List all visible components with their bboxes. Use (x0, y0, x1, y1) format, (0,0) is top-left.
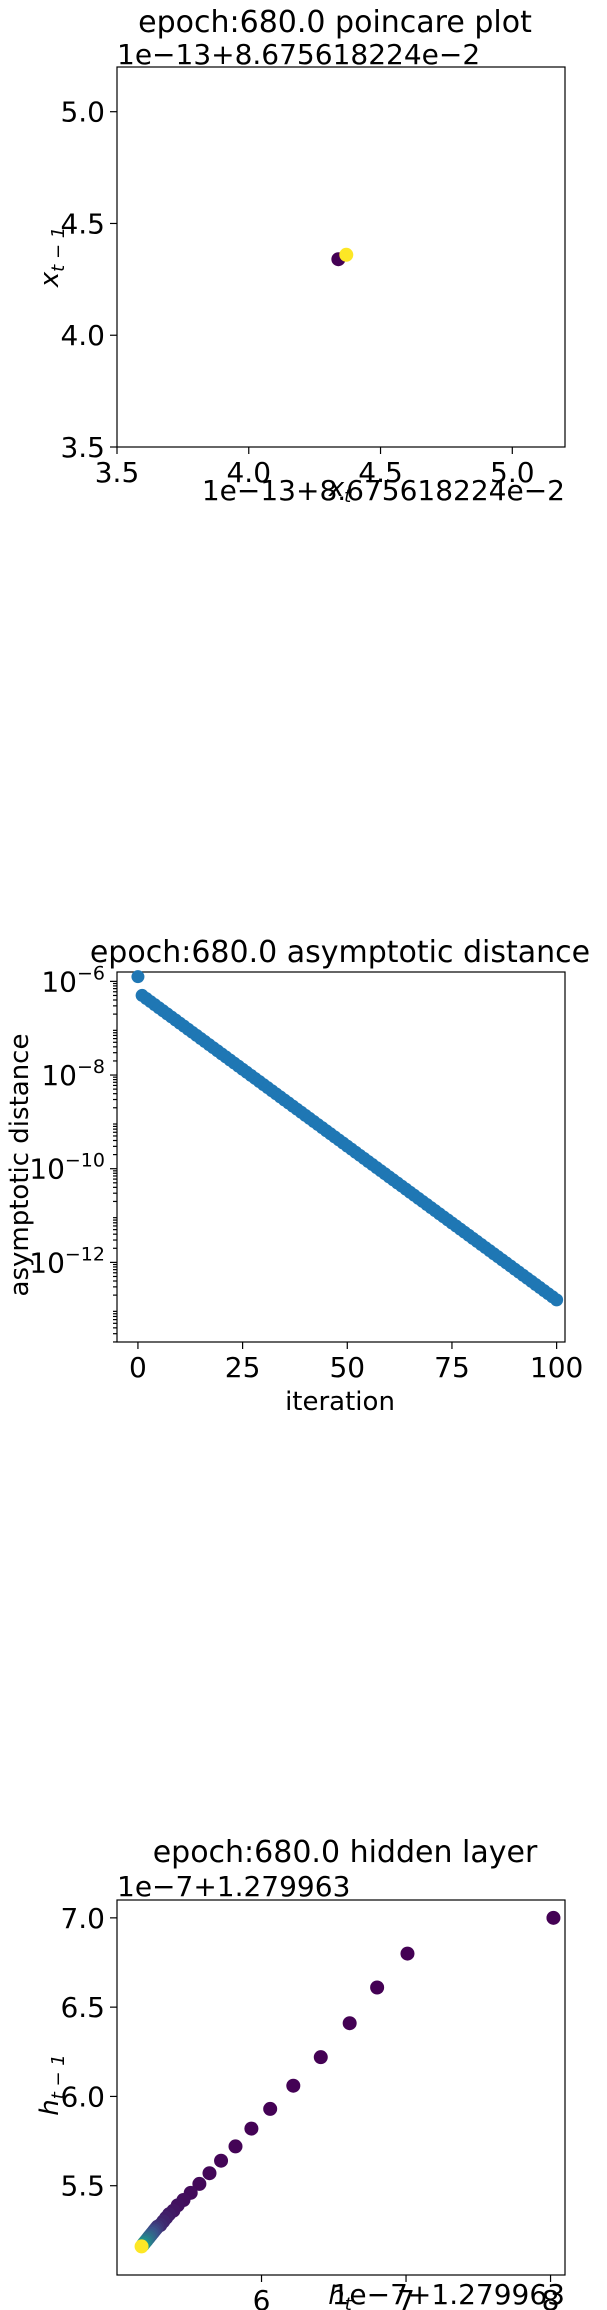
distance-title: epoch:680.0 asymptotic distance (90, 935, 590, 970)
poincare-x-tick-label: 3.5 (95, 456, 140, 489)
poincare-x-tick-label: 4.5 (358, 456, 403, 489)
poincare-ticks: 3.5 4.0 4.5 5.0 3.5 4.0 4.5 5.0 (60, 96, 534, 489)
hidden-point (214, 2153, 229, 2168)
hidden-point (244, 2121, 259, 2136)
hidden-point (202, 2166, 217, 2181)
hidden-y-tick-label: 6.5 (60, 1991, 105, 2024)
poincare-x-tick-label: 5.0 (490, 456, 535, 489)
distance-y-tick-label: 10−6 (41, 962, 105, 998)
hidden-title: epoch:680.0 hidden layer (153, 1835, 538, 1870)
distance-points (131, 970, 564, 1307)
poincare-y-offset: 1e−13+8.675618224e−2 (117, 38, 480, 71)
hidden-ticks: 6 7 8 5.5 6.0 6.5 7.0 (60, 1902, 559, 2310)
poincare-title: epoch:680.0 poincare plot (138, 5, 532, 40)
hidden-point (313, 2050, 328, 2065)
distance-x-tick-label: 50 (329, 1351, 365, 1384)
hidden-point (286, 2078, 301, 2093)
hidden-point (192, 2176, 207, 2191)
poincare-x-offset: 1e−13+8.675618224e−2 (202, 474, 565, 507)
hidden-point (370, 1980, 385, 1995)
hidden-y-tick-label: 7.0 (60, 1902, 105, 1935)
hidden-x-tick-label: 7 (397, 2284, 415, 2310)
hidden-points (134, 1910, 561, 2254)
hidden-point (263, 2101, 278, 2116)
distance-ticks: 0 25 50 75 100 10−6 10−8 10−10 10−12 (29, 962, 583, 1384)
hidden-point (134, 2239, 149, 2254)
distance-x-tick-label: 75 (434, 1351, 470, 1384)
hidden-y-tick-label: 6.0 (60, 2080, 105, 2113)
hidden-y-tick-label: 5.5 (60, 2170, 105, 2203)
distance-xlabel: iteration (285, 1387, 395, 1417)
distance-y-tick-label: 10−8 (41, 1056, 105, 1092)
hidden-chart: epoch:680.0 hidden layer 1e−7+1.279963 6… (35, 1835, 566, 2310)
hidden-x-offset: 1e−7+1.279963 (332, 2278, 565, 2310)
distance-y-tick-label: 10−10 (29, 1150, 105, 1186)
distance-chart: epoch:680.0 asymptotic distance 0 25 50 75 1… (5, 935, 590, 1417)
poincare-y-tick-label: 3.5 (60, 431, 105, 464)
hidden-point (342, 2016, 357, 2031)
hidden-ylabel: ht − 1 (35, 2054, 69, 2116)
hidden-point (400, 1946, 415, 1961)
distance-y-tick-label: 10−12 (29, 1243, 105, 1279)
distance-point (550, 1293, 564, 1307)
hidden-y-offset: 1e−7+1.279963 (117, 1870, 350, 1903)
distance-plot-frame (116, 971, 566, 1343)
hidden-x-tick-label: 6 (253, 2284, 271, 2310)
hidden-plot-frame (116, 1899, 566, 2276)
poincare-x-tick-label: 4.0 (226, 456, 271, 489)
poincare-points (331, 247, 354, 267)
poincare-y-tick-label: 4.0 (60, 319, 105, 352)
hidden-point (228, 2139, 243, 2154)
poincare-chart: epoch:680.0 poincare plot 1e−13+8.675618… (35, 5, 566, 507)
hidden-point (546, 1910, 561, 1925)
poincare-y-tick-label: 5.0 (60, 96, 105, 129)
hidden-x-tick-label: 8 (542, 2284, 560, 2310)
distance-x-tick-label: 100 (530, 1351, 583, 1384)
poincare-plot-frame (116, 66, 566, 448)
poincare-ylabel: xt − 1 (35, 227, 69, 288)
poincare-y-tick-label: 4.5 (60, 207, 105, 240)
distance-x-tick-label: 0 (129, 1351, 147, 1384)
distance-x-tick-label: 25 (225, 1351, 261, 1384)
poincare-point (339, 247, 354, 262)
distance-ylabel: asymptotic distance (5, 1034, 35, 1297)
distance-point (131, 970, 145, 984)
